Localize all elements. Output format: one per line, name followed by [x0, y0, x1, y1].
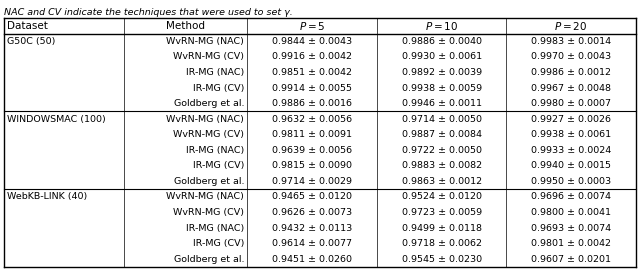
Text: 0.9883 ± 0.0082: 0.9883 ± 0.0082 [401, 161, 482, 170]
Text: WebKB-LINK (40): WebKB-LINK (40) [7, 193, 87, 201]
Text: 0.9886 ± 0.0040: 0.9886 ± 0.0040 [402, 37, 482, 46]
Text: IR-MG (NAC): IR-MG (NAC) [186, 224, 244, 232]
Text: 0.9545 ± 0.0230: 0.9545 ± 0.0230 [401, 255, 482, 264]
Text: 0.9432 ± 0.0113: 0.9432 ± 0.0113 [272, 224, 352, 232]
Text: Goldberg et al.: Goldberg et al. [174, 99, 244, 108]
Text: Method: Method [166, 21, 205, 31]
Text: 0.9499 ± 0.0118: 0.9499 ± 0.0118 [402, 224, 482, 232]
Text: 0.9811 ± 0.0091: 0.9811 ± 0.0091 [272, 130, 352, 139]
Text: IR-MG (CV): IR-MG (CV) [193, 161, 244, 170]
Text: IR-MG (NAC): IR-MG (NAC) [186, 146, 244, 155]
Text: 0.9626 ± 0.0073: 0.9626 ± 0.0073 [272, 208, 352, 217]
Text: 0.9723 ± 0.0059: 0.9723 ± 0.0059 [401, 208, 482, 217]
Text: 0.9938 ± 0.0059: 0.9938 ± 0.0059 [401, 83, 482, 93]
Text: 0.9800 ± 0.0041: 0.9800 ± 0.0041 [531, 208, 611, 217]
Text: $P = 5$: $P = 5$ [299, 20, 326, 32]
Text: 0.9722 ± 0.0050: 0.9722 ± 0.0050 [402, 146, 482, 155]
Text: 0.9815 ± 0.0090: 0.9815 ± 0.0090 [272, 161, 352, 170]
Text: 0.9983 ± 0.0014: 0.9983 ± 0.0014 [531, 37, 611, 46]
Text: $P = 20$: $P = 20$ [554, 20, 588, 32]
Text: 0.9696 ± 0.0074: 0.9696 ± 0.0074 [531, 193, 611, 201]
Text: Dataset: Dataset [7, 21, 48, 31]
Text: 0.9980 ± 0.0007: 0.9980 ± 0.0007 [531, 99, 611, 108]
Text: Goldberg et al.: Goldberg et al. [174, 255, 244, 264]
Text: 0.9607 ± 0.0201: 0.9607 ± 0.0201 [531, 255, 611, 264]
Text: 0.9927 ± 0.0026: 0.9927 ± 0.0026 [531, 115, 611, 124]
Text: IR-MG (CV): IR-MG (CV) [193, 239, 244, 248]
Text: 0.9714 ± 0.0029: 0.9714 ± 0.0029 [272, 177, 352, 186]
Text: IR-MG (NAC): IR-MG (NAC) [186, 68, 244, 77]
Text: 0.9946 ± 0.0011: 0.9946 ± 0.0011 [402, 99, 482, 108]
Text: 0.9863 ± 0.0012: 0.9863 ± 0.0012 [401, 177, 482, 186]
Text: 0.9639 ± 0.0056: 0.9639 ± 0.0056 [272, 146, 352, 155]
Text: WvRN-MG (CV): WvRN-MG (CV) [173, 208, 244, 217]
Text: 0.9524 ± 0.0120: 0.9524 ± 0.0120 [402, 193, 482, 201]
Text: WvRN-MG (NAC): WvRN-MG (NAC) [166, 115, 244, 124]
Text: 0.9892 ± 0.0039: 0.9892 ± 0.0039 [401, 68, 482, 77]
Text: 0.9465 ± 0.0120: 0.9465 ± 0.0120 [272, 193, 352, 201]
Text: 0.9914 ± 0.0055: 0.9914 ± 0.0055 [272, 83, 352, 93]
Text: 0.9851 ± 0.0042: 0.9851 ± 0.0042 [272, 68, 352, 77]
Text: 0.9844 ± 0.0043: 0.9844 ± 0.0043 [272, 37, 352, 46]
Text: 0.9632 ± 0.0056: 0.9632 ± 0.0056 [272, 115, 352, 124]
Text: 0.9986 ± 0.0012: 0.9986 ± 0.0012 [531, 68, 611, 77]
Text: 0.9933 ± 0.0024: 0.9933 ± 0.0024 [531, 146, 611, 155]
Text: 0.9801 ± 0.0042: 0.9801 ± 0.0042 [531, 239, 611, 248]
Text: $P = 10$: $P = 10$ [425, 20, 458, 32]
Text: 0.9614 ± 0.0077: 0.9614 ± 0.0077 [272, 239, 352, 248]
Text: 0.9938 ± 0.0061: 0.9938 ± 0.0061 [531, 130, 611, 139]
Text: Goldberg et al.: Goldberg et al. [174, 177, 244, 186]
Text: 0.9718 ± 0.0062: 0.9718 ± 0.0062 [402, 239, 482, 248]
Text: 0.9970 ± 0.0043: 0.9970 ± 0.0043 [531, 52, 611, 61]
Text: 0.9451 ± 0.0260: 0.9451 ± 0.0260 [272, 255, 352, 264]
Text: 0.9916 ± 0.0042: 0.9916 ± 0.0042 [272, 52, 352, 61]
Text: NAC and CV indicate the techniques that were used to set γ.: NAC and CV indicate the techniques that … [4, 8, 292, 17]
Text: 0.9887 ± 0.0084: 0.9887 ± 0.0084 [402, 130, 482, 139]
Text: 0.9693 ± 0.0074: 0.9693 ± 0.0074 [531, 224, 611, 232]
Text: WvRN-MG (CV): WvRN-MG (CV) [173, 130, 244, 139]
Text: 0.9940 ± 0.0015: 0.9940 ± 0.0015 [531, 161, 611, 170]
Text: G50C (50): G50C (50) [7, 37, 56, 46]
Text: 0.9930 ± 0.0061: 0.9930 ± 0.0061 [401, 52, 482, 61]
Text: WvRN-MG (NAC): WvRN-MG (NAC) [166, 37, 244, 46]
Text: 0.9714 ± 0.0050: 0.9714 ± 0.0050 [402, 115, 482, 124]
Text: 0.9950 ± 0.0003: 0.9950 ± 0.0003 [531, 177, 611, 186]
Text: WvRN-MG (CV): WvRN-MG (CV) [173, 52, 244, 61]
Text: 0.9886 ± 0.0016: 0.9886 ± 0.0016 [272, 99, 352, 108]
Text: IR-MG (CV): IR-MG (CV) [193, 83, 244, 93]
Text: WvRN-MG (NAC): WvRN-MG (NAC) [166, 193, 244, 201]
Text: 0.9967 ± 0.0048: 0.9967 ± 0.0048 [531, 83, 611, 93]
Text: WINDOWSMAC (100): WINDOWSMAC (100) [7, 115, 106, 124]
